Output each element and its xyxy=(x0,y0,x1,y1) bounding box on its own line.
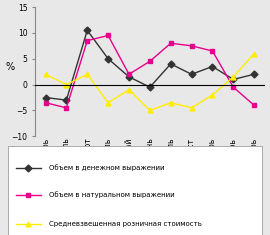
Text: Объем в денежном выражении: Объем в денежном выражении xyxy=(49,164,164,172)
Объем в натуральном выражении xyxy=(86,39,89,42)
Средневзвешенная розничная стоимость xyxy=(127,88,131,91)
Средневзвешенная розничная стоимость xyxy=(106,101,110,104)
Средневзвешенная розничная стоимость xyxy=(169,101,172,104)
Объем в натуральном выражении xyxy=(190,44,193,47)
Объем в натуральном выражении xyxy=(106,34,110,37)
Средневзвешенная розничная стоимость xyxy=(190,106,193,109)
Text: Объем в натуральном выражении: Объем в натуральном выражении xyxy=(49,191,174,198)
Объем в денежном выражении xyxy=(65,99,68,102)
Y-axis label: %: % xyxy=(5,62,15,72)
Средневзвешенная розничная стоимость xyxy=(148,109,151,112)
Объем в денежном выражении xyxy=(211,65,214,68)
Объем в денежном выражении xyxy=(106,57,110,60)
Объем в натуральном выражении xyxy=(211,50,214,52)
Объем в натуральном выражении xyxy=(148,60,151,63)
Объем в натуральном выражении xyxy=(65,106,68,109)
Объем в денежном выражении xyxy=(252,73,256,76)
Объем в денежном выражении xyxy=(86,29,89,32)
Объем в натуральном выражении xyxy=(169,42,172,45)
Объем в денежном выражении xyxy=(190,73,193,76)
Line: Средневзвешенная розничная стоимость: Средневзвешенная розничная стоимость xyxy=(43,51,256,113)
Объем в денежном выражении xyxy=(127,75,131,78)
Объем в натуральном выражении xyxy=(232,86,235,89)
Средневзвешенная розничная стоимость xyxy=(252,52,256,55)
Объем в натуральном выражении xyxy=(127,73,131,76)
Средневзвешенная розничная стоимость xyxy=(232,75,235,78)
Объем в натуральном выражении xyxy=(252,104,256,107)
Line: Объем в денежном выражении: Объем в денежном выражении xyxy=(43,28,256,102)
Средневзвешенная розничная стоимость xyxy=(211,94,214,96)
Объем в натуральном выражении xyxy=(44,101,47,104)
Средневзвешенная розничная стоимость xyxy=(65,83,68,86)
Text: Средневзвешенная розничная стоимость: Средневзвешенная розничная стоимость xyxy=(49,221,202,227)
Line: Объем в натуральном выражении: Объем в натуральном выражении xyxy=(43,33,256,110)
Объем в денежном выражении xyxy=(44,96,47,99)
Средневзвешенная розничная стоимость xyxy=(86,73,89,76)
Объем в денежном выражении xyxy=(232,78,235,81)
Средневзвешенная розничная стоимость xyxy=(44,73,47,76)
Объем в денежном выражении xyxy=(148,86,151,89)
Объем в денежном выражении xyxy=(169,63,172,65)
